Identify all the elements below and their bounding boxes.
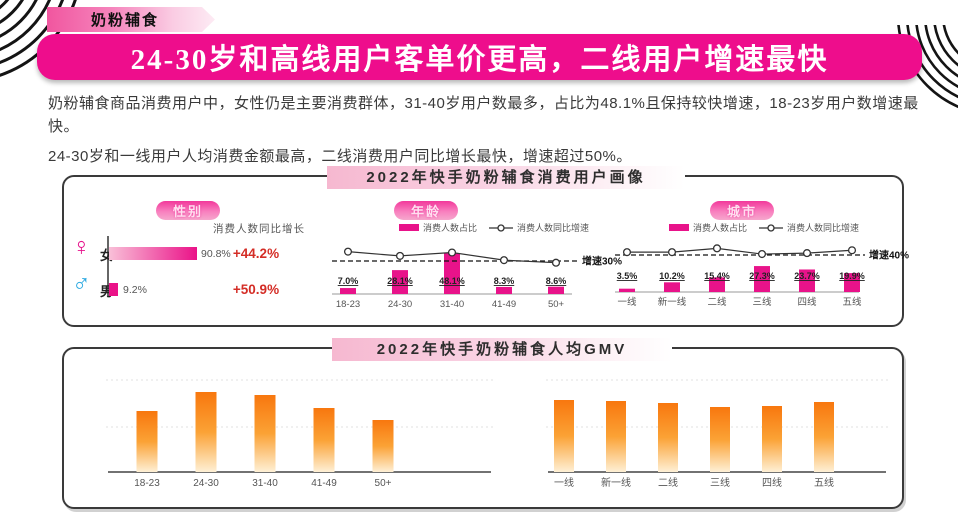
svg-text:四线: 四线: [762, 476, 782, 489]
svg-text:48.1%: 48.1%: [439, 276, 465, 286]
bar-swatch-icon: [398, 224, 419, 231]
svg-text:50+: 50+: [548, 299, 565, 310]
svg-text:3.5%: 3.5%: [617, 271, 638, 281]
age-combo-chart: 7.0% 28.1% 48.1% 8.3% 8.6% 18-23 24-30 31-40 41-…: [332, 247, 622, 310]
svg-text:31-40: 31-40: [252, 478, 278, 489]
category-tag: 奶粉辅食: [47, 7, 215, 32]
svg-text:五线: 五线: [842, 296, 862, 308]
legend-line-label: 消费人数同比增速: [517, 223, 590, 233]
svg-text:8.6%: 8.6%: [546, 276, 567, 286]
title-banner: 24-30岁和高线用户客单价更高，二线用户增速最快: [37, 34, 922, 80]
legend-line-item: 消费人数同比增速: [759, 221, 859, 234]
user-portrait-panel: 2022年快手奶粉辅食消费用户画像 性别 消费人数同比增长 ♀ 女 90.8% …: [62, 166, 909, 327]
intro-line-2: 24-30岁和一线用户人均消费金额最高，二线消费用户同比增长最快，增速超过50%…: [48, 148, 632, 165]
city-badge: 城市: [710, 201, 774, 220]
page-title: 24-30岁和高线用户客单价更高，二线用户增速最快: [130, 44, 829, 76]
svg-text:一线: 一线: [554, 476, 574, 489]
age-legend: 消费人数占比 消费人数同比增速: [369, 221, 619, 234]
male-icon: ♂: [72, 269, 91, 297]
svg-text:一线: 一线: [617, 296, 637, 308]
svg-text:五线: 五线: [814, 476, 834, 489]
gmv-by-city-chart: 一线 新一线 二线 三线 四线 五线: [546, 379, 888, 489]
svg-text:7.0%: 7.0%: [338, 276, 359, 286]
svg-text:增速40%: 增速40%: [869, 249, 909, 262]
svg-text:二线: 二线: [658, 476, 678, 489]
gender-axis: [107, 236, 109, 296]
svg-text:四线: 四线: [797, 296, 817, 308]
gender-badge: 性别: [156, 201, 220, 220]
category-tag-label: 奶粉辅食: [91, 12, 160, 29]
legend-bar-label: 消费人数占比: [422, 223, 477, 233]
svg-text:18-23: 18-23: [336, 299, 360, 310]
svg-text:31-40: 31-40: [440, 299, 464, 310]
female-icon: ♀: [72, 233, 91, 261]
city-legend: 消费人数占比 消费人数同比增速: [644, 221, 884, 234]
portrait-panel-title: 2022年快手奶粉辅食消费用户画像: [327, 166, 685, 189]
intro-line-1: 奶粉辅食商品消费用户中，女性仍是主要消费群体，31-40岁用户数最多，占比为48…: [48, 95, 919, 135]
bar-swatch-icon: [668, 224, 689, 231]
svg-text:三线: 三线: [752, 296, 772, 308]
svg-text:24-30: 24-30: [193, 478, 219, 489]
city-combo-chart: 3.5% 10.2% 15.4% 27.3% 23.7% 19.9% 一线 新一线 二线 三线 四线…: [615, 244, 909, 308]
svg-text:8.3%: 8.3%: [494, 276, 515, 286]
legend-line-label: 消费人数同比增速: [787, 223, 860, 233]
legend-bar-item: 消费人数占比: [668, 221, 747, 234]
female-growth-label: +44.2%: [232, 246, 280, 261]
legend-bar-label: 消费人数占比: [692, 223, 747, 233]
svg-text:28.1%: 28.1%: [387, 276, 413, 286]
age-badge: 年龄: [394, 201, 458, 220]
intro-paragraph: 奶粉辅食商品消费用户中，女性仍是主要消费群体，31-40岁用户数最多，占比为48…: [48, 92, 928, 175]
svg-text:10.2%: 10.2%: [659, 271, 685, 281]
svg-text:增速30%: 增速30%: [582, 255, 622, 268]
svg-text:27.3%: 27.3%: [749, 271, 775, 281]
gmv-panel: 2022年快手奶粉辅食人均GMV 18-23 24-30 31-40 41-49 50+…: [62, 338, 904, 509]
line-marker-icon: [759, 223, 783, 232]
svg-text:三线: 三线: [710, 476, 730, 489]
svg-text:新一线: 新一线: [658, 296, 687, 308]
svg-text:24-30: 24-30: [388, 299, 412, 310]
gmv-by-age-chart: 18-23 24-30 31-40 41-49 50+: [106, 379, 493, 489]
gender-growth-header: 消费人数同比增长: [213, 223, 305, 235]
svg-text:18-23: 18-23: [134, 478, 160, 489]
svg-text:41-49: 41-49: [311, 478, 337, 489]
male-growth-label: +50.9%: [232, 282, 280, 297]
svg-text:50+: 50+: [375, 478, 392, 489]
svg-text:23.7%: 23.7%: [794, 271, 820, 281]
female-bar: [109, 247, 198, 260]
gmv-panel-title: 2022年快手奶粉辅食人均GMV: [332, 338, 672, 361]
svg-text:19.9%: 19.9%: [839, 271, 865, 281]
svg-text:15.4%: 15.4%: [704, 271, 730, 281]
male-share-label: 9.2%: [123, 284, 147, 296]
svg-text:新一线: 新一线: [601, 476, 631, 489]
svg-text:二线: 二线: [707, 296, 727, 308]
male-bar: [109, 283, 118, 296]
svg-text:41-49: 41-49: [492, 299, 516, 310]
female-share-label: 90.8%: [201, 248, 231, 260]
line-marker-icon: [489, 223, 513, 232]
legend-bar-item: 消费人数占比: [398, 221, 477, 234]
legend-line-item: 消费人数同比增速: [489, 221, 589, 234]
